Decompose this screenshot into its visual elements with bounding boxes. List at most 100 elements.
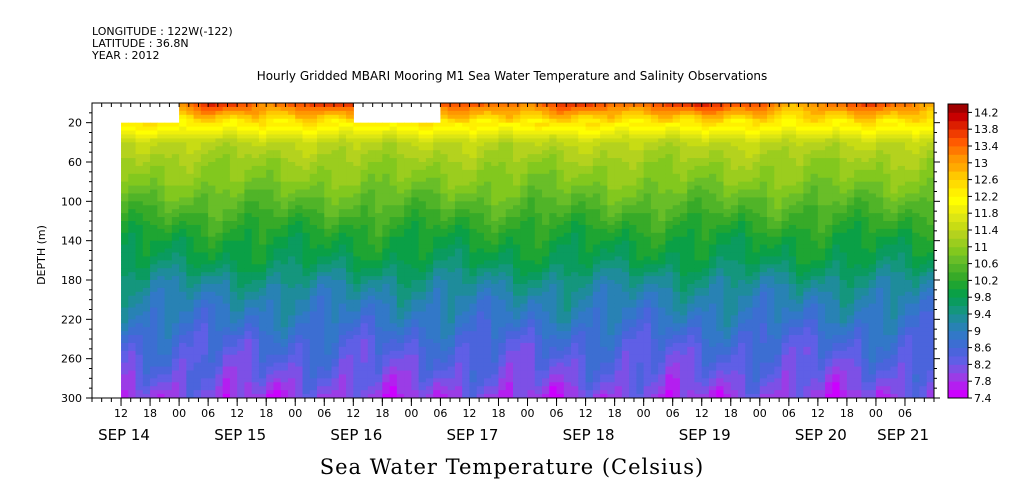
field-cell	[121, 319, 129, 324]
field-cell	[513, 331, 521, 336]
field-cell	[505, 232, 514, 238]
field-cell	[128, 122, 137, 128]
field-cell	[505, 307, 514, 313]
field-cell	[571, 291, 579, 297]
field-cell	[244, 146, 253, 151]
field-cell	[433, 291, 442, 297]
field-cell	[563, 256, 572, 261]
field-cell	[433, 236, 442, 242]
field-cell	[208, 342, 216, 348]
field-cell	[513, 162, 521, 167]
field-cell	[302, 299, 311, 305]
field-cell	[491, 307, 500, 313]
field-cell	[266, 240, 275, 246]
field-cell	[447, 177, 456, 183]
field-cell	[600, 209, 608, 214]
field-cell	[309, 327, 318, 332]
field-cell	[266, 114, 275, 120]
field-cell	[520, 106, 529, 112]
field-cell	[513, 323, 521, 328]
field-cell	[505, 256, 514, 261]
field-cell	[200, 350, 209, 356]
field-cell	[476, 240, 485, 246]
field-cell	[179, 295, 187, 301]
field-cell	[542, 366, 550, 372]
field-cell	[592, 110, 601, 116]
field-cell	[360, 138, 369, 143]
field-cell	[280, 173, 289, 179]
field-cell	[527, 213, 536, 218]
field-cell	[389, 221, 398, 226]
field-cell	[491, 142, 500, 147]
field-cell	[244, 307, 253, 313]
field-cell	[208, 126, 216, 132]
field-cell	[193, 197, 202, 202]
field-cell	[600, 232, 608, 238]
field-cell	[280, 142, 289, 147]
field-cell	[208, 319, 216, 324]
field-cell	[563, 240, 572, 246]
field-cell	[462, 232, 471, 238]
field-cell	[513, 189, 521, 195]
field-cell	[440, 358, 449, 364]
field-cell	[287, 122, 296, 128]
field-cell	[375, 169, 383, 175]
field-cell	[578, 382, 587, 387]
field-cell	[520, 224, 529, 230]
field-cell	[600, 106, 608, 112]
field-cell	[382, 323, 391, 328]
field-cell	[360, 146, 369, 151]
field-cell	[585, 299, 594, 305]
field-cell	[389, 260, 398, 265]
field-cell	[128, 154, 137, 159]
field-cell	[244, 209, 253, 214]
field-cell	[251, 307, 260, 313]
field-cell	[353, 307, 362, 313]
field-cell	[338, 366, 347, 372]
field-cell	[585, 291, 594, 297]
field-cell	[186, 181, 195, 187]
field-cell	[404, 327, 412, 332]
field-cell	[157, 358, 166, 364]
field-cell	[462, 181, 471, 187]
field-cell	[549, 394, 558, 398]
field-cell	[295, 201, 304, 206]
field-cell	[578, 394, 587, 398]
field-cell	[295, 358, 304, 364]
field-cell	[150, 303, 158, 309]
field-cell	[563, 283, 572, 289]
field-cell	[556, 264, 565, 269]
field-cell	[193, 106, 202, 112]
field-cell	[251, 272, 260, 277]
field-cell	[389, 283, 398, 289]
field-cell	[592, 335, 601, 340]
field-cell	[592, 165, 601, 171]
field-cell	[215, 228, 224, 234]
field-cell	[186, 299, 195, 305]
field-cell	[571, 177, 579, 183]
field-cell	[447, 256, 456, 261]
field-cell	[295, 193, 304, 198]
field-cell	[389, 280, 398, 285]
field-cell	[121, 280, 129, 285]
field-cell	[534, 146, 543, 151]
field-cell	[527, 169, 536, 175]
field-cell	[505, 323, 514, 328]
field-cell	[171, 386, 180, 391]
field-cell	[135, 169, 144, 175]
field-cell	[433, 224, 442, 230]
field-cell	[578, 232, 587, 238]
field-cell	[251, 146, 260, 151]
field-cell	[433, 260, 442, 265]
field-cell	[280, 390, 289, 395]
field-cell	[375, 276, 383, 281]
field-cell	[454, 252, 463, 257]
field-cell	[273, 319, 282, 324]
field-cell	[244, 394, 253, 398]
field-cell	[418, 264, 427, 269]
field-cell	[280, 264, 289, 269]
field-cell	[447, 299, 456, 305]
field-cell	[433, 354, 442, 360]
field-cell	[157, 122, 166, 128]
field-cell	[208, 260, 216, 265]
